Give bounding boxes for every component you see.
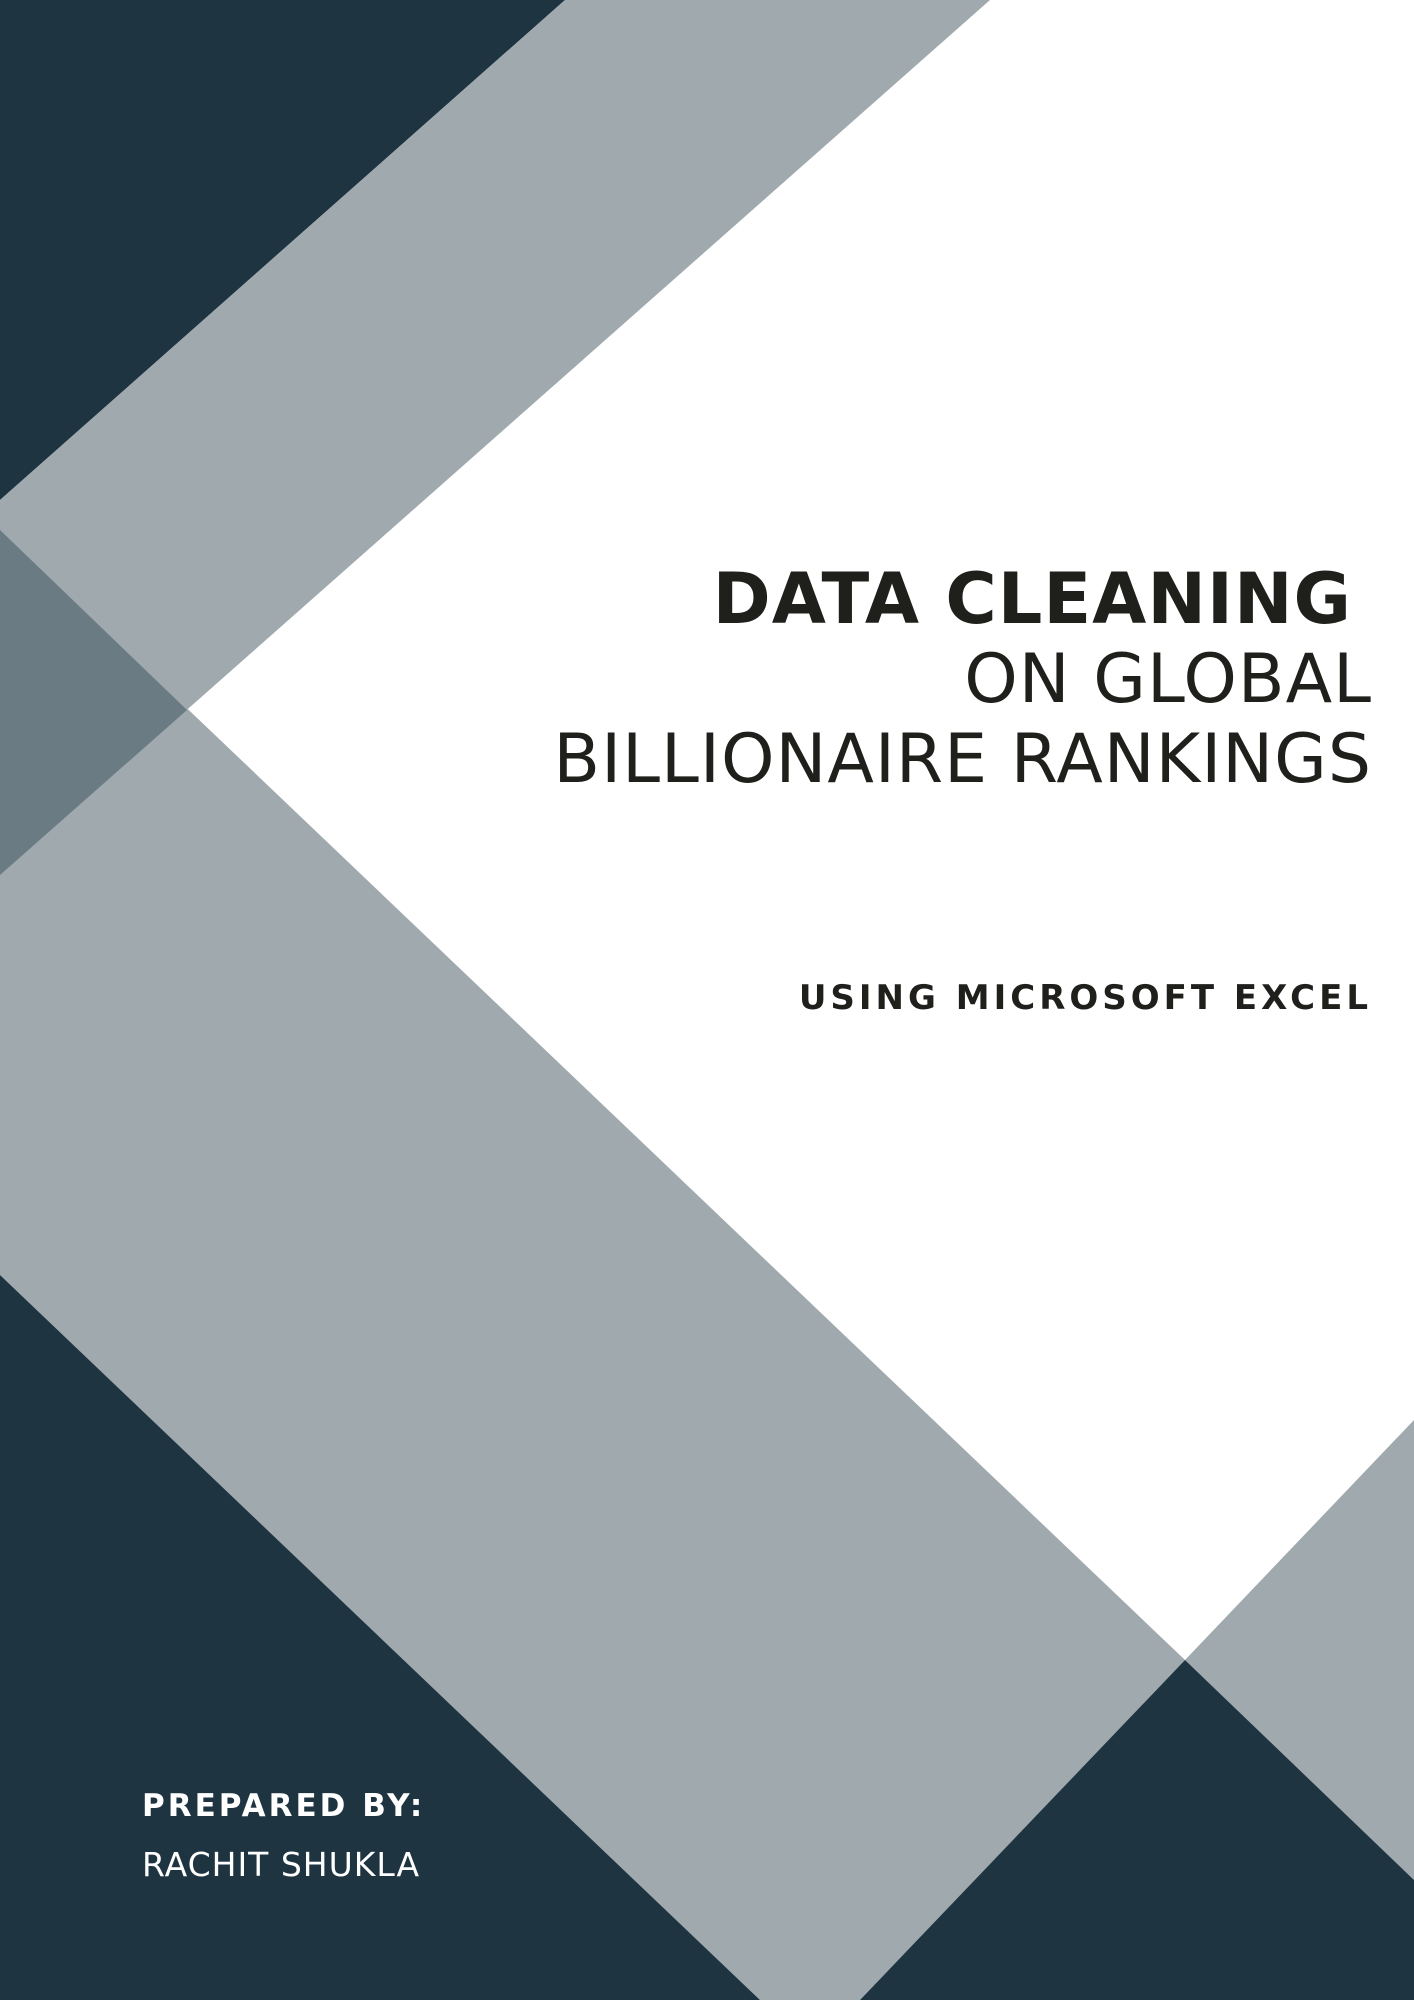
- title-line-2: ON GLOBAL: [964, 640, 1372, 719]
- shape-right-gray-band: [1185, 1420, 1414, 1880]
- shape-bottom-left-dark: [0, 1275, 760, 2000]
- shape-lower-gray-region: [0, 530, 1185, 2000]
- title-line-1: DATA CLEANING: [712, 558, 1352, 640]
- prepared-by-label: PREPARED BY:: [142, 1788, 426, 1824]
- subtitle: USING MICROSOFT EXCEL: [798, 978, 1372, 1018]
- shape-bottom-right-dark: [860, 1660, 1414, 2000]
- shape-overlap-wedge: [0, 530, 187, 875]
- title-line-3: BILLIONAIRE RANKINGS: [553, 720, 1372, 799]
- shape-upper-gray-band: [0, 0, 990, 875]
- author-name: RACHIT SHUKLA: [142, 1845, 421, 1884]
- title-block: DATA CLEANING ON GLOBAL BILLIONAIRE RANK…: [553, 558, 1372, 800]
